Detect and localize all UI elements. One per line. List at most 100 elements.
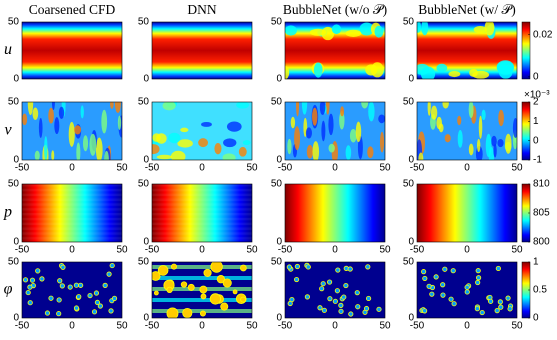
bubble xyxy=(334,288,340,294)
field-patch xyxy=(58,106,65,119)
field-patch xyxy=(68,121,75,147)
y-tick-label: 0 xyxy=(408,313,414,324)
panel-frame xyxy=(416,101,518,161)
x-tick-label: -50 xyxy=(15,321,30,332)
bubble xyxy=(321,307,327,313)
field-patch xyxy=(430,105,438,120)
bubble xyxy=(94,299,101,306)
field-band xyxy=(152,203,252,206)
field-patch xyxy=(117,115,122,130)
y-tick-label: 50 xyxy=(403,97,415,108)
field-patch xyxy=(498,109,504,127)
field-patch xyxy=(498,65,513,79)
field-patch xyxy=(226,121,242,132)
field-band xyxy=(152,208,252,211)
field-band xyxy=(152,198,252,201)
field-patch xyxy=(38,117,43,138)
field-patch xyxy=(468,102,474,119)
field-band xyxy=(22,198,122,201)
bubble xyxy=(222,278,232,288)
bubble xyxy=(209,293,222,305)
panel-frame xyxy=(151,183,253,243)
field-patch xyxy=(95,137,103,160)
field-patch xyxy=(309,28,327,36)
x-tick-label: 50 xyxy=(116,245,128,256)
field-patch xyxy=(481,109,486,121)
heatmap xyxy=(417,22,517,79)
bubble xyxy=(475,268,481,274)
x-tick-label: -50 xyxy=(410,321,425,332)
x-tick-label: 0 xyxy=(69,321,75,332)
bubble xyxy=(102,282,108,288)
field-patch xyxy=(319,102,326,115)
y-tick-label: 0 xyxy=(276,155,282,166)
bubble xyxy=(448,296,454,302)
y-tick-label: 0 xyxy=(276,74,282,85)
field-patch xyxy=(89,133,97,156)
row-label: p xyxy=(3,204,12,221)
field-patch xyxy=(162,102,176,111)
bubble xyxy=(335,267,341,273)
y-tick-label: 0 xyxy=(13,155,19,166)
bubble xyxy=(464,289,470,295)
field-band xyxy=(22,217,122,221)
field-patch xyxy=(223,138,237,148)
row-label: φ xyxy=(4,281,13,298)
field-patch xyxy=(325,102,330,115)
field-patch xyxy=(306,144,314,159)
field-patch xyxy=(378,114,385,124)
bubble xyxy=(488,298,494,304)
field-patch xyxy=(427,102,431,116)
x-tick-label: 0 xyxy=(332,245,338,256)
field-band xyxy=(152,222,252,226)
field-patch xyxy=(361,102,369,109)
bubble xyxy=(305,264,311,270)
field-patch xyxy=(421,22,429,36)
x-tick-label: -50 xyxy=(410,245,425,256)
panel-frame xyxy=(151,21,253,80)
colorbar-tick-label: 0.02 xyxy=(533,29,553,40)
field-patch xyxy=(420,66,436,79)
field-patch xyxy=(214,142,222,155)
field-patch xyxy=(469,68,478,77)
field-patch xyxy=(242,140,251,146)
field-patch xyxy=(236,102,250,109)
bubble xyxy=(56,311,62,317)
field-patch xyxy=(473,25,487,34)
bubble xyxy=(48,295,54,301)
colorbar-tick-label: 1 xyxy=(533,257,539,268)
bubble xyxy=(109,262,115,269)
field-patch xyxy=(312,107,318,126)
field-patch xyxy=(238,146,247,157)
y-tick-label: 0 xyxy=(276,237,282,248)
bubble xyxy=(97,303,103,309)
bubble xyxy=(440,292,446,298)
field-patch xyxy=(305,127,312,139)
panel-frame xyxy=(284,21,386,80)
colorbar-tick-label: 810 xyxy=(533,179,550,190)
field-patch xyxy=(476,138,481,153)
bubble xyxy=(106,271,112,277)
field-patch xyxy=(355,121,362,143)
field-band xyxy=(22,193,122,197)
field-patch xyxy=(484,22,495,36)
panel-frame xyxy=(284,183,386,243)
field-patch xyxy=(417,22,422,33)
x-tick-label: 0 xyxy=(332,321,338,332)
bubble xyxy=(59,283,65,289)
field-patch xyxy=(110,102,114,109)
field-patch xyxy=(168,132,181,144)
bubble xyxy=(363,305,370,312)
field-patch xyxy=(80,105,84,119)
panel-frame xyxy=(284,261,386,319)
field-patch xyxy=(74,125,82,135)
bubble xyxy=(376,306,382,312)
bubble xyxy=(304,294,310,300)
x-tick-label: -50 xyxy=(278,163,293,174)
x-tick-label: 50 xyxy=(246,163,258,174)
x-tick-label: -50 xyxy=(15,163,30,174)
field-patch xyxy=(222,153,236,160)
field-patch xyxy=(312,141,320,160)
bubble xyxy=(56,297,62,303)
field-patch xyxy=(48,107,54,124)
